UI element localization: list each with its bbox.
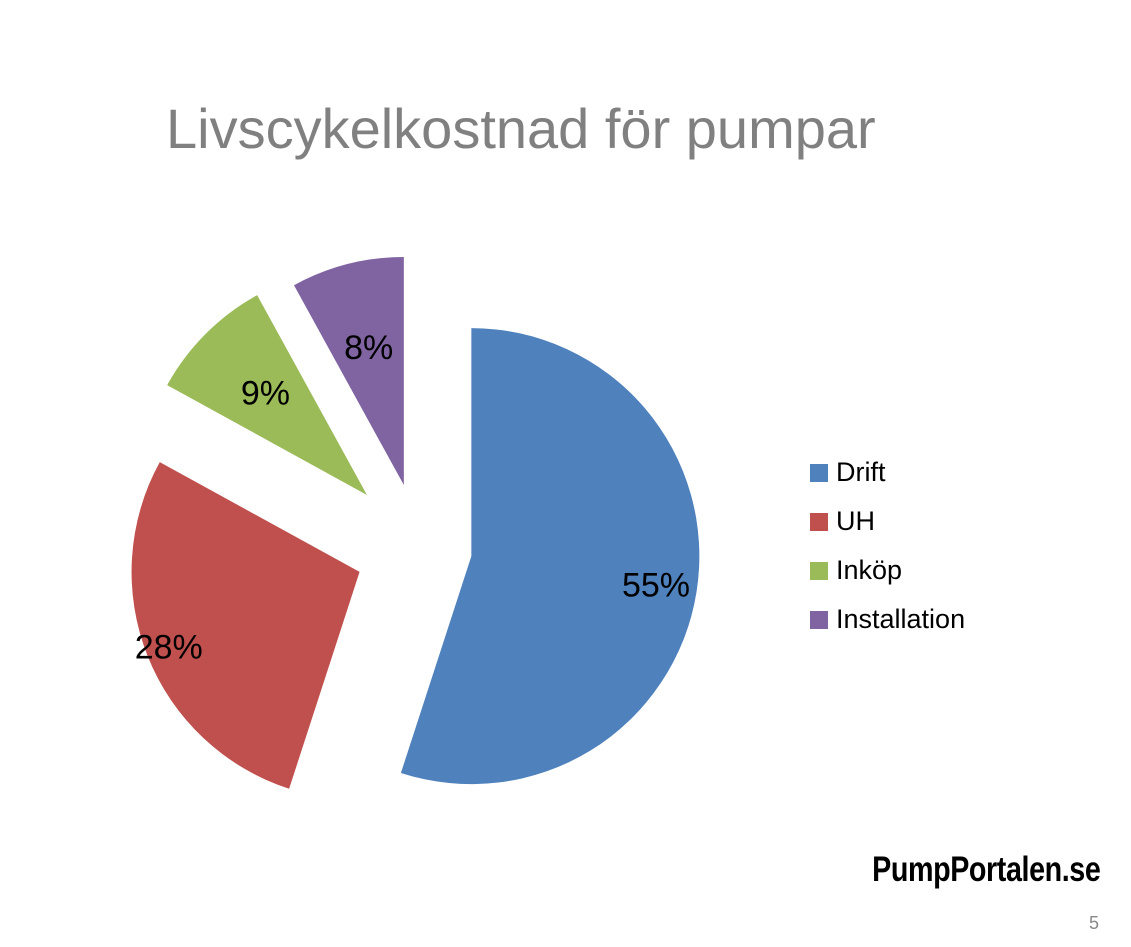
page-number: 5: [1088, 913, 1099, 933]
legend-item-installation: Installation: [810, 595, 965, 644]
legend-swatch-installation: [810, 610, 828, 629]
pie-label-installation: 8%: [344, 329, 393, 367]
pie-label-uh: 28%: [135, 628, 203, 666]
legend-label-drift: Drift: [836, 457, 886, 487]
pie-label-drift: 55%: [622, 566, 690, 604]
pie-slice-drift: [400, 328, 700, 785]
legend-label-uh: UH: [836, 506, 875, 536]
chart-legend: Drift UH Inköp Installation: [810, 448, 965, 644]
legend-label-inkop: Inköp: [836, 555, 903, 585]
legend-item-drift: Drift: [810, 448, 965, 497]
legend-swatch-drift: [810, 463, 828, 482]
legend-swatch-uh: [810, 512, 828, 531]
legend-item-inkop: Inköp: [810, 546, 965, 595]
pie-slice-inkop: [167, 295, 367, 495]
slide-title: Livscykelkostnad för pumpar: [166, 97, 876, 160]
legend-label-installation: Installation: [836, 604, 966, 634]
pie-label-inkop: 9%: [241, 374, 290, 412]
legend-item-uh: UH: [810, 497, 965, 546]
pie-slice-uh: [131, 462, 360, 789]
pie-slice-installation: [293, 257, 404, 486]
legend-swatch-inkop: [810, 561, 828, 580]
pumpportalen-logo: PumpPortalen.se: [871, 850, 1101, 889]
